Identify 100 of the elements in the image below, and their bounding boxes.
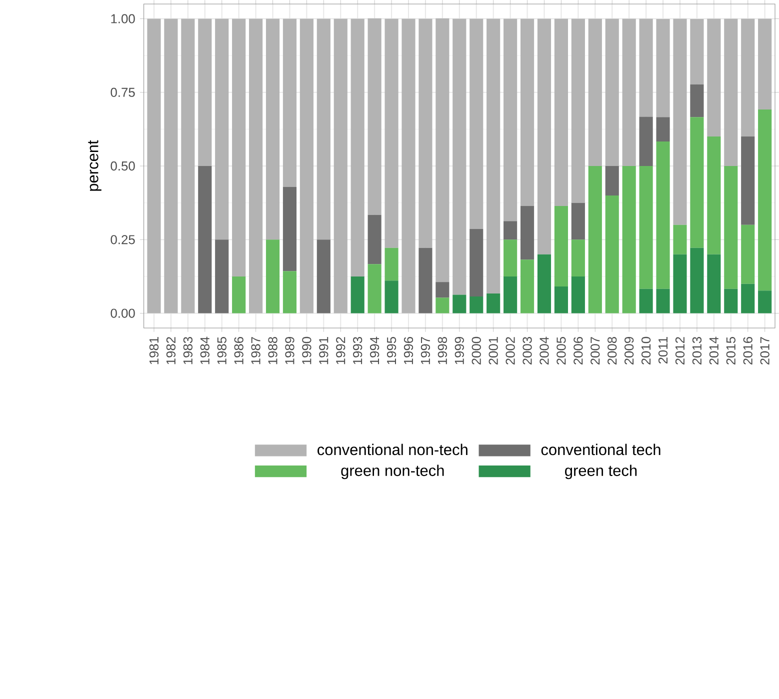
- bar: [436, 298, 450, 314]
- bar: [656, 117, 670, 142]
- bar: [724, 18, 738, 166]
- x-tick-label: 1983: [183, 336, 192, 364]
- bar: [266, 18, 280, 240]
- bar: [537, 18, 552, 254]
- bar: [554, 206, 568, 286]
- bar: [418, 248, 432, 314]
- bar: [571, 202, 585, 240]
- bar: [470, 296, 484, 314]
- x-tick-label: 2011: [658, 337, 668, 364]
- bar: [504, 18, 518, 222]
- bar: [571, 18, 585, 203]
- x-tick-label: 2003: [522, 336, 532, 364]
- x-tick-label: 2000: [472, 336, 481, 364]
- x-tick-label: 1991: [319, 337, 328, 364]
- bar: [249, 18, 263, 314]
- x-tick-label: 2002: [506, 337, 515, 364]
- bar: [673, 18, 687, 225]
- bar: [554, 18, 568, 206]
- bar: [282, 18, 297, 187]
- x-tick-label: 1993: [353, 336, 362, 364]
- x-tick-label: 2001: [488, 337, 498, 364]
- bar: [707, 254, 721, 314]
- bar: [384, 280, 398, 314]
- x-tick-label: 1997: [420, 337, 430, 364]
- bar: [181, 18, 195, 314]
- x-tick-label: 2009: [624, 336, 634, 364]
- x-tick-label: 1992: [336, 337, 346, 364]
- bar: [316, 240, 330, 314]
- x-tick-label: 1994: [370, 336, 380, 364]
- x-tick-label: 1995: [386, 336, 396, 364]
- bar: [147, 18, 161, 314]
- bar: [639, 166, 653, 289]
- bar: [690, 18, 704, 84]
- bar: [741, 224, 755, 284]
- bar: [537, 254, 552, 314]
- bar: [164, 18, 178, 314]
- bar: [571, 276, 585, 314]
- bar: [758, 290, 772, 314]
- bar: [350, 276, 364, 314]
- bar: [656, 288, 670, 314]
- bar: [316, 18, 330, 240]
- y-tick-label: 0.75: [110, 88, 135, 97]
- bar: [350, 18, 364, 276]
- x-tick-label: 2014: [709, 336, 718, 364]
- x-tick-label: 2007: [590, 337, 600, 364]
- x-tick-label: 2012: [675, 337, 685, 364]
- bar: [622, 166, 636, 314]
- x-tick-label: 2005: [556, 336, 566, 364]
- bar: [520, 206, 534, 260]
- bar: [724, 166, 738, 289]
- bar: [673, 224, 687, 254]
- x-tick-label: 1986: [234, 336, 244, 364]
- bar: [639, 18, 653, 117]
- bar: [639, 116, 653, 166]
- bar: [198, 166, 212, 314]
- bar: [639, 288, 653, 314]
- y-tick-label: 0.00: [110, 308, 135, 318]
- x-tick-label: 2010: [641, 336, 651, 364]
- bar: [690, 84, 704, 118]
- y-tick-label: 1.00: [111, 14, 135, 24]
- bar: [741, 18, 755, 136]
- bar: [470, 228, 484, 296]
- bar: [673, 254, 687, 314]
- bar: [300, 18, 314, 314]
- bar: [368, 18, 382, 215]
- bar: [707, 18, 721, 136]
- bar: [368, 264, 382, 314]
- legend-label: green tech: [565, 464, 637, 480]
- x-tick-label: 1987: [251, 337, 260, 364]
- x-tick-label: 2004: [540, 336, 549, 364]
- x-tick-label: 1999: [454, 336, 464, 364]
- bar: [741, 284, 755, 314]
- x-tick-label: 1996: [404, 336, 414, 364]
- bar: [436, 18, 450, 282]
- x-tick-label: 1981: [149, 337, 159, 364]
- y-tick-label: 0.50: [110, 161, 135, 171]
- bar: [282, 271, 297, 314]
- bar: [758, 18, 772, 110]
- bar: [384, 248, 398, 281]
- bar: [571, 240, 585, 276]
- bar: [436, 282, 450, 298]
- bar: [605, 195, 619, 314]
- legend-label: conventional tech: [541, 444, 660, 456]
- bar: [605, 166, 619, 196]
- x-tick-label: 1989: [285, 336, 294, 364]
- x-tick-label: 1998: [438, 336, 447, 364]
- bar: [215, 18, 229, 240]
- x-tick-label: 1985: [217, 336, 226, 364]
- bar: [232, 276, 246, 314]
- bar: [504, 221, 518, 240]
- bar: [622, 18, 636, 166]
- bar: [520, 260, 534, 314]
- bar: [554, 286, 568, 314]
- bar: [690, 117, 704, 248]
- bar: [486, 293, 500, 314]
- x-tick-label: 1984: [200, 336, 210, 364]
- bar: [741, 136, 755, 225]
- legend-label: green non-tech: [341, 464, 444, 480]
